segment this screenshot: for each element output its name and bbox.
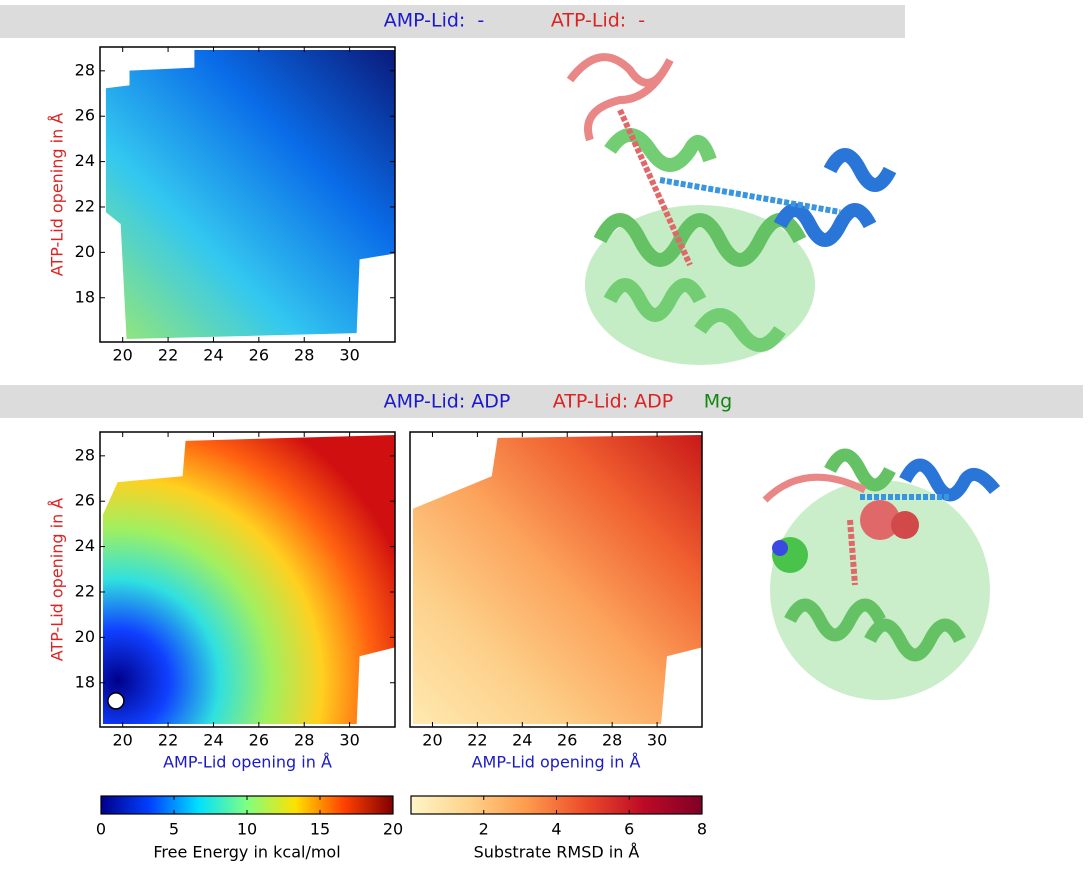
marker-point xyxy=(107,692,125,710)
x-tick-label: 24 xyxy=(203,731,223,750)
y-tick-label: 20 xyxy=(75,242,95,261)
header-bar xyxy=(0,385,1083,418)
colorbar-tick-label: 0 xyxy=(96,820,106,839)
x-tick-label: 20 xyxy=(113,731,133,750)
x-tick-label: 26 xyxy=(249,346,269,365)
y-tick-label: 24 xyxy=(75,151,95,170)
x-axis-label: AMP-Lid opening in Å xyxy=(472,753,641,772)
x-tick-label: 20 xyxy=(422,731,442,750)
y-tick-label: 26 xyxy=(75,491,95,510)
header-label: ATP-Lid: ADP xyxy=(553,391,673,413)
header-label: Mg xyxy=(704,391,732,413)
header-bar xyxy=(0,5,905,38)
colorbar-tick-label: 6 xyxy=(624,820,634,839)
y-tick-label: 18 xyxy=(75,287,95,306)
colorbar-tick-label: 20 xyxy=(383,820,403,839)
plot-frame xyxy=(99,431,396,728)
colorbar-tick-label: 5 xyxy=(169,820,179,839)
heatmap-region xyxy=(412,434,702,725)
colorbar-tick-label: 10 xyxy=(237,820,257,839)
y-tick-label: 28 xyxy=(75,445,95,464)
colorbar-tick-label: 15 xyxy=(310,820,330,839)
x-tick-label: 26 xyxy=(249,731,269,750)
x-tick-label: 28 xyxy=(294,731,314,750)
plot-frame xyxy=(99,46,396,343)
y-tick-label: 22 xyxy=(75,196,95,215)
x-tick-label: 24 xyxy=(512,731,532,750)
colorbar-label: Substrate RMSD in Å xyxy=(474,843,640,862)
colorbar-tick-label: 2 xyxy=(479,820,489,839)
heatmap-region xyxy=(102,434,395,725)
y-tick-label: 20 xyxy=(75,627,95,646)
x-tick-label: 22 xyxy=(158,731,178,750)
y-tick-label: 22 xyxy=(75,581,95,600)
y-axis-label: ATP-Lid opening in Å xyxy=(48,498,67,662)
header-label: AMP-Lid: ADP xyxy=(384,391,511,413)
x-tick-label: 30 xyxy=(339,731,359,750)
x-tick-label: 28 xyxy=(294,346,314,365)
x-axis-label: AMP-Lid opening in Å xyxy=(163,753,332,772)
header-label: AMP-Lid: - xyxy=(384,10,485,32)
colorbar-tick-label: 4 xyxy=(551,820,561,839)
x-tick-label: 28 xyxy=(602,731,622,750)
protein-structure xyxy=(566,53,897,365)
heatmap-region xyxy=(105,49,396,340)
y-tick-label: 18 xyxy=(75,672,95,691)
x-tick-label: 22 xyxy=(467,731,487,750)
header-label: ATP-Lid: - xyxy=(551,10,645,32)
y-tick-label: 24 xyxy=(75,536,95,555)
colorbar-label: Free Energy in kcal/mol xyxy=(153,843,340,862)
x-tick-label: 22 xyxy=(158,346,178,365)
y-tick-label: 28 xyxy=(75,60,95,79)
y-axis-label: ATP-Lid opening in Å xyxy=(48,113,67,277)
x-tick-label: 20 xyxy=(113,346,133,365)
x-tick-label: 30 xyxy=(647,731,667,750)
plot-frame xyxy=(409,431,703,728)
protein-structure xyxy=(762,448,1001,700)
x-tick-label: 30 xyxy=(339,346,359,365)
y-tick-label: 26 xyxy=(75,106,95,125)
x-tick-label: 24 xyxy=(203,346,223,365)
colorbar-tick-label: 8 xyxy=(697,820,707,839)
x-tick-label: 26 xyxy=(557,731,577,750)
